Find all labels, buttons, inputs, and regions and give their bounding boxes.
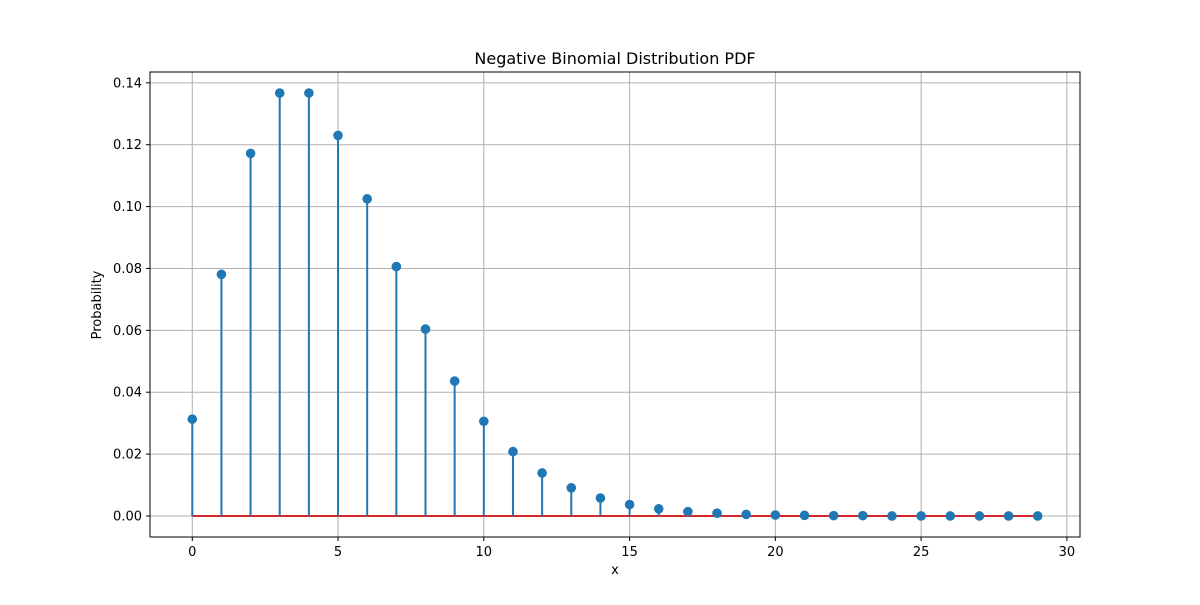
stem-marker	[1003, 511, 1014, 521]
x-tick-label: 0	[188, 545, 196, 560]
y-tick-label: 0.06	[113, 324, 142, 339]
stem-marker	[683, 506, 693, 517]
stem-marker	[508, 446, 518, 457]
stem-marker	[304, 88, 314, 98]
x-axis-label: x	[611, 563, 619, 578]
stem-marker	[187, 414, 198, 424]
x-tick-label: 5	[334, 545, 342, 560]
y-axis-ticks: 0.00 0.02 0.04 0.06 0.08 0.10 0.12 0.14	[113, 76, 150, 524]
stem-marker	[799, 510, 810, 521]
stem-marker	[741, 509, 751, 520]
stem-marker	[828, 510, 839, 521]
stem-marker	[887, 511, 897, 521]
stem-marker	[945, 511, 956, 521]
x-tick-label: 20	[767, 545, 784, 560]
stem-marker	[974, 511, 985, 521]
x-tick-label: 15	[621, 545, 638, 560]
grid	[150, 72, 1080, 537]
stem-marker	[566, 483, 577, 493]
x-tick-label: 30	[1059, 545, 1076, 560]
stem-marker	[537, 468, 547, 478]
stem-marker	[653, 504, 664, 514]
stem-marker	[916, 511, 926, 521]
stem-marker	[391, 261, 402, 272]
stem-marker	[216, 269, 227, 280]
stem-marker	[858, 510, 868, 521]
y-axis-label: Probability	[90, 270, 105, 339]
stem-marker	[1032, 511, 1043, 521]
y-tick-label: 0.02	[113, 448, 142, 463]
x-tick-label: 25	[913, 545, 930, 560]
x-axis-ticks: 0 5 10 15 20 25 30	[188, 537, 1075, 560]
x-tick-label: 10	[476, 545, 493, 560]
chart-title: Negative Binomial Distribution PDF	[474, 49, 755, 68]
y-tick-label: 0.12	[113, 138, 142, 153]
stem-marker	[595, 493, 606, 503]
stem-marker	[274, 88, 285, 98]
y-tick-label: 0.10	[113, 200, 142, 215]
stem-marker	[624, 499, 635, 510]
stem-marker	[712, 508, 722, 518]
axes-frame	[149, 71, 1081, 538]
y-tick-label: 0.00	[113, 509, 142, 524]
y-tick-label: 0.08	[113, 262, 142, 277]
stem-marker	[479, 416, 489, 427]
stem-marker	[770, 510, 781, 520]
y-tick-label: 0.04	[113, 386, 142, 401]
stem-marker	[449, 376, 460, 386]
stem-series	[187, 88, 1043, 521]
stem-marker	[362, 194, 372, 204]
stem-marker	[420, 324, 431, 334]
stem-marker	[333, 130, 343, 141]
stem-marker	[245, 148, 256, 159]
y-tick-label: 0.14	[113, 76, 142, 91]
